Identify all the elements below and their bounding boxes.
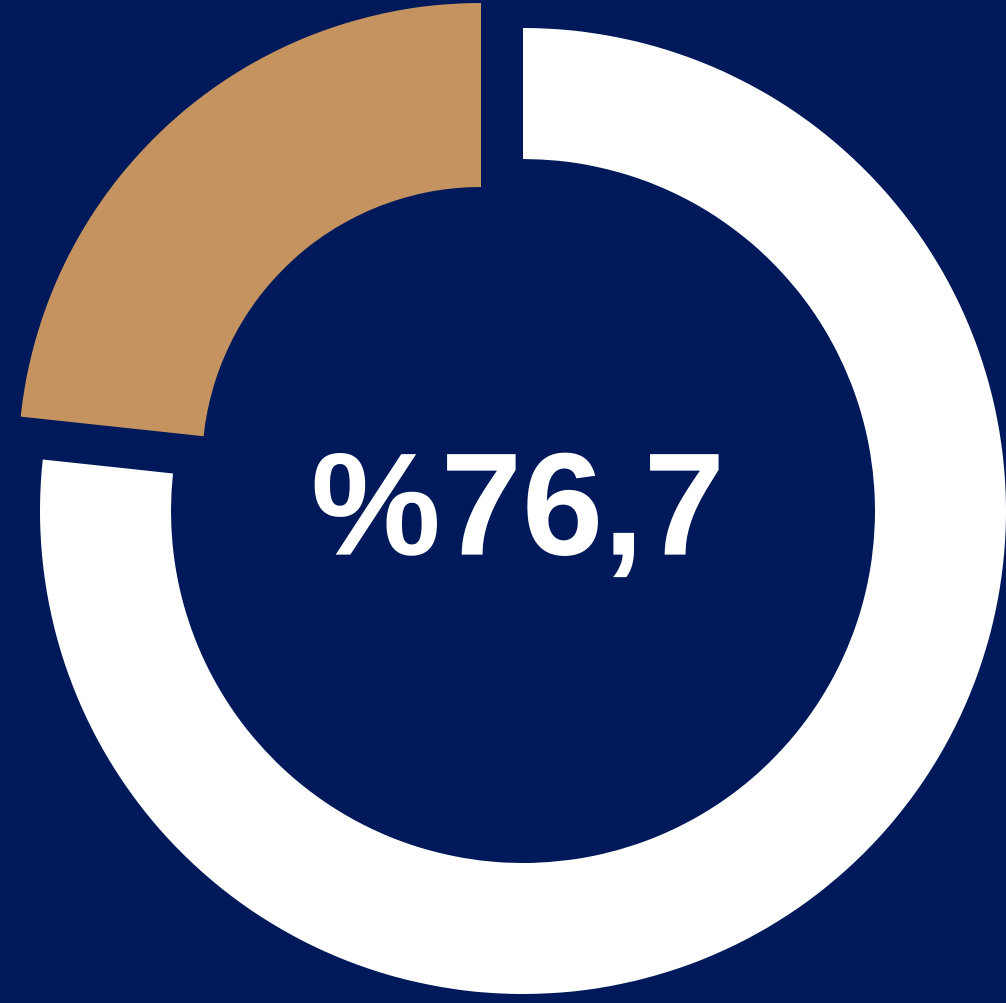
center-label: %76,7: [311, 423, 725, 586]
donut-segment: [20, 3, 482, 437]
